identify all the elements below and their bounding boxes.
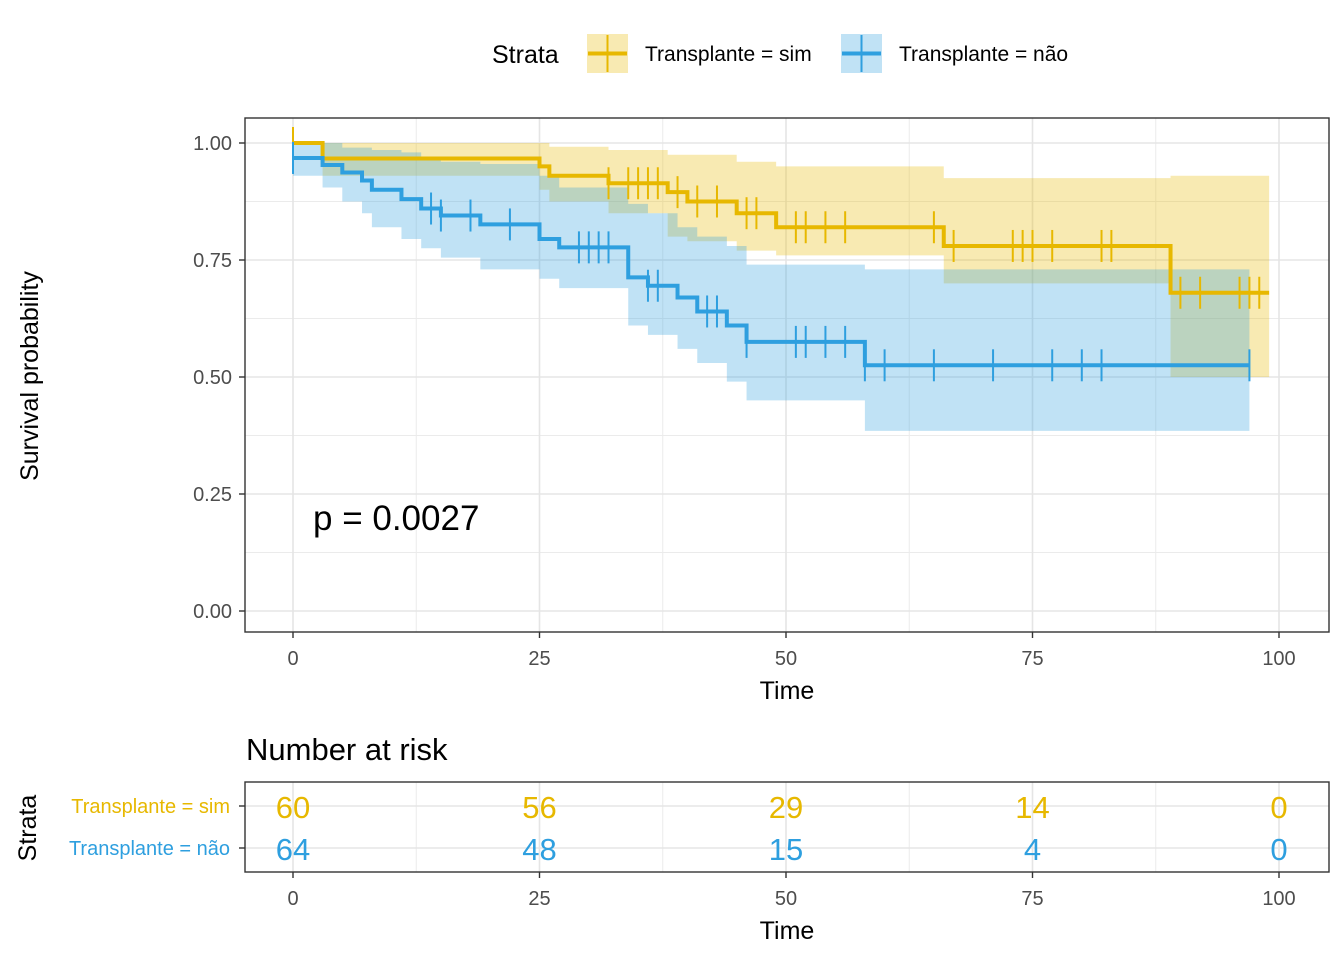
y-tick-label: 0.50	[193, 367, 232, 389]
risk-row-label-nao: Transplante = não	[69, 838, 230, 860]
main-axes: 0 25 50 75 100 0.00 0.25 0.50 0.75 1.00	[193, 133, 1296, 670]
risk-table: Number at risk 60 56 29 14 0 64 48 15 4 0 0 25 50 75…	[14, 732, 1330, 945]
risk-table-title: Number at risk	[246, 732, 448, 767]
risk-cell: 15	[769, 832, 803, 867]
x-tick-label: 25	[528, 648, 550, 670]
risk-x-tick-label: 0	[287, 888, 298, 910]
y-tick-label: 1.00	[193, 133, 232, 155]
confidence-band-nao	[293, 143, 1250, 431]
main-plot: 0 25 50 75 100 0.00 0.25 0.50 0.75 1.00 p = 0.002…	[16, 117, 1330, 705]
y-tick-label: 0.25	[193, 484, 232, 506]
risk-cell: 64	[276, 832, 310, 867]
risk-axes: 0 25 50 75 100	[239, 805, 1296, 910]
risk-panel-border	[244, 781, 1330, 873]
x-tick-label: 75	[1021, 648, 1043, 670]
censor-marks	[292, 127, 1261, 382]
x-axis-title: Time	[760, 677, 815, 705]
main-panel-border	[244, 117, 1330, 633]
risk-x-tick-label: 25	[528, 888, 550, 910]
risk-cell: 0	[1270, 790, 1287, 825]
confidence-band-sim	[293, 143, 1270, 377]
risk-cell: 29	[769, 790, 803, 825]
y-axis-title: Survival probability	[16, 271, 44, 481]
risk-row-label-sim: Transplante = sim	[71, 796, 230, 818]
legend-label-nao: Transplante = não	[899, 43, 1068, 66]
risk-y-axis-title: Strata	[14, 795, 42, 862]
risk-cell: 14	[1015, 790, 1049, 825]
legend-title: Strata	[492, 41, 559, 69]
risk-x-tick-label: 100	[1262, 888, 1295, 910]
risk-cell: 60	[276, 790, 310, 825]
risk-x-axis-title: Time	[760, 917, 815, 945]
x-tick-label: 100	[1262, 648, 1295, 670]
confidence-bands	[293, 143, 1270, 431]
risk-grid	[245, 782, 1329, 872]
risk-cell: 4	[1024, 832, 1041, 867]
legend-label-sim: Transplante = sim	[645, 43, 812, 66]
risk-cell: 48	[522, 832, 556, 867]
x-tick-label: 0	[287, 648, 298, 670]
risk-cell: 56	[522, 790, 556, 825]
survival-curve-nao	[293, 155, 1250, 368]
risk-x-tick-label: 75	[1021, 888, 1043, 910]
main-grid	[245, 118, 1329, 632]
risk-cell: 0	[1270, 832, 1287, 867]
y-tick-label: 0.75	[193, 250, 232, 272]
risk-x-tick-label: 50	[775, 888, 797, 910]
p-value-annotation: p = 0.0027	[313, 499, 479, 538]
risk-cells: 60 56 29 14 0 64 48 15 4 0	[276, 790, 1288, 867]
x-tick-label: 50	[775, 648, 797, 670]
y-tick-label: 0.00	[193, 601, 232, 623]
legend: Strata Transplante = sim Transplante = n…	[492, 34, 1068, 73]
